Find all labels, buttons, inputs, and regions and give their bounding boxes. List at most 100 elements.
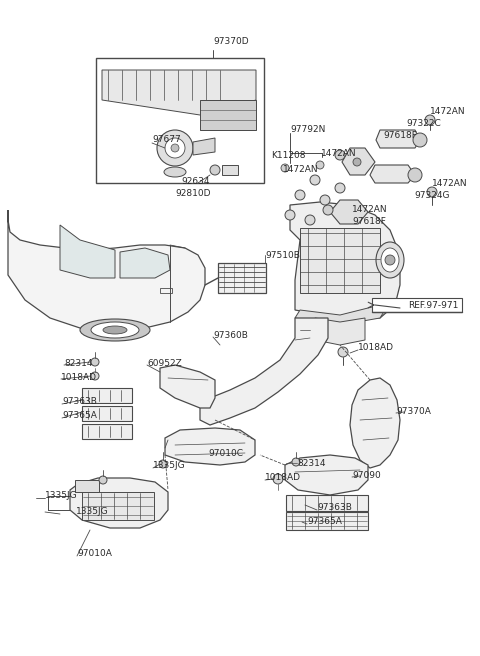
Circle shape bbox=[427, 187, 437, 197]
Text: 1018AD: 1018AD bbox=[61, 373, 97, 382]
Text: 82314: 82314 bbox=[64, 358, 93, 367]
Text: 1335JG: 1335JG bbox=[153, 462, 186, 470]
Text: 1018AD: 1018AD bbox=[265, 474, 301, 483]
Circle shape bbox=[91, 358, 99, 366]
Bar bbox=[222, 165, 238, 175]
Text: 1472AN: 1472AN bbox=[430, 108, 466, 117]
Text: REF.97-971: REF.97-971 bbox=[408, 300, 458, 310]
Circle shape bbox=[91, 372, 99, 380]
Text: 97618F: 97618F bbox=[383, 131, 417, 140]
Circle shape bbox=[285, 210, 295, 220]
Bar bbox=[160, 288, 172, 293]
Ellipse shape bbox=[376, 242, 404, 278]
Polygon shape bbox=[290, 202, 400, 318]
Ellipse shape bbox=[91, 322, 139, 338]
Circle shape bbox=[165, 138, 185, 158]
Circle shape bbox=[159, 460, 167, 468]
Text: 82314: 82314 bbox=[297, 459, 325, 468]
Circle shape bbox=[385, 255, 395, 265]
Text: 97792N: 97792N bbox=[290, 125, 325, 134]
Circle shape bbox=[281, 164, 289, 172]
Circle shape bbox=[292, 458, 300, 466]
Polygon shape bbox=[165, 428, 255, 465]
Circle shape bbox=[353, 158, 361, 166]
Polygon shape bbox=[376, 130, 420, 148]
Polygon shape bbox=[70, 478, 168, 528]
Circle shape bbox=[335, 150, 345, 160]
Text: 97010A: 97010A bbox=[77, 550, 112, 558]
Circle shape bbox=[210, 165, 220, 175]
Text: 97322C: 97322C bbox=[406, 119, 441, 129]
Text: 97618F: 97618F bbox=[352, 218, 386, 226]
Text: 1472AN: 1472AN bbox=[321, 148, 357, 157]
Circle shape bbox=[157, 130, 193, 166]
Polygon shape bbox=[120, 248, 170, 278]
Bar bbox=[286, 495, 368, 511]
Circle shape bbox=[305, 215, 315, 225]
Text: 97365A: 97365A bbox=[62, 411, 97, 420]
Text: 1335JG: 1335JG bbox=[76, 508, 108, 516]
Bar bbox=[218, 263, 266, 293]
Text: K11208: K11208 bbox=[271, 152, 305, 161]
Text: 92810D: 92810D bbox=[175, 190, 211, 199]
Text: 60952Z: 60952Z bbox=[147, 358, 182, 367]
Bar bbox=[82, 406, 132, 421]
Text: 97090: 97090 bbox=[352, 472, 381, 480]
Circle shape bbox=[425, 115, 435, 125]
Polygon shape bbox=[342, 148, 375, 175]
Circle shape bbox=[323, 205, 333, 215]
Polygon shape bbox=[370, 165, 415, 183]
Polygon shape bbox=[295, 305, 385, 325]
Circle shape bbox=[273, 474, 283, 484]
Polygon shape bbox=[200, 318, 328, 425]
Text: 97363B: 97363B bbox=[317, 504, 352, 512]
Bar bbox=[372, 298, 462, 312]
Text: 97324G: 97324G bbox=[414, 192, 449, 201]
Bar bbox=[82, 388, 132, 403]
Circle shape bbox=[99, 476, 107, 484]
Ellipse shape bbox=[381, 248, 399, 272]
Ellipse shape bbox=[164, 167, 186, 177]
Polygon shape bbox=[285, 455, 368, 495]
Text: 92634: 92634 bbox=[181, 178, 209, 186]
Polygon shape bbox=[160, 365, 215, 408]
Bar bbox=[96, 58, 264, 183]
Ellipse shape bbox=[103, 326, 127, 334]
Text: 97010C: 97010C bbox=[208, 449, 243, 459]
Circle shape bbox=[408, 168, 422, 182]
Text: 97510B: 97510B bbox=[265, 251, 300, 260]
Polygon shape bbox=[315, 318, 365, 345]
Circle shape bbox=[171, 144, 179, 152]
Circle shape bbox=[335, 183, 345, 193]
Text: 97360B: 97360B bbox=[213, 331, 248, 340]
Polygon shape bbox=[350, 378, 400, 468]
Text: 97365A: 97365A bbox=[307, 518, 342, 527]
Ellipse shape bbox=[80, 319, 150, 341]
Polygon shape bbox=[102, 70, 256, 115]
Text: 97363B: 97363B bbox=[62, 398, 97, 407]
Circle shape bbox=[316, 161, 324, 169]
Bar bbox=[286, 512, 368, 530]
Polygon shape bbox=[330, 200, 368, 224]
Bar bbox=[75, 480, 99, 492]
Circle shape bbox=[310, 175, 320, 185]
Text: 1472AN: 1472AN bbox=[352, 205, 388, 215]
Bar bbox=[82, 424, 132, 439]
Polygon shape bbox=[60, 225, 115, 278]
Polygon shape bbox=[8, 210, 205, 330]
Circle shape bbox=[320, 195, 330, 205]
Bar bbox=[300, 228, 380, 293]
Circle shape bbox=[295, 190, 305, 200]
Text: 97370A: 97370A bbox=[396, 407, 431, 417]
Circle shape bbox=[338, 347, 348, 357]
Polygon shape bbox=[193, 138, 215, 155]
Text: 1472AN: 1472AN bbox=[283, 165, 319, 174]
Text: 1335JG: 1335JG bbox=[45, 491, 78, 501]
Bar bbox=[82, 492, 154, 520]
Text: 1018AD: 1018AD bbox=[358, 344, 394, 352]
Text: 97677: 97677 bbox=[152, 136, 181, 144]
Text: 97370D: 97370D bbox=[213, 37, 249, 47]
Text: 1472AN: 1472AN bbox=[432, 180, 468, 188]
Circle shape bbox=[413, 133, 427, 147]
Polygon shape bbox=[200, 100, 256, 130]
